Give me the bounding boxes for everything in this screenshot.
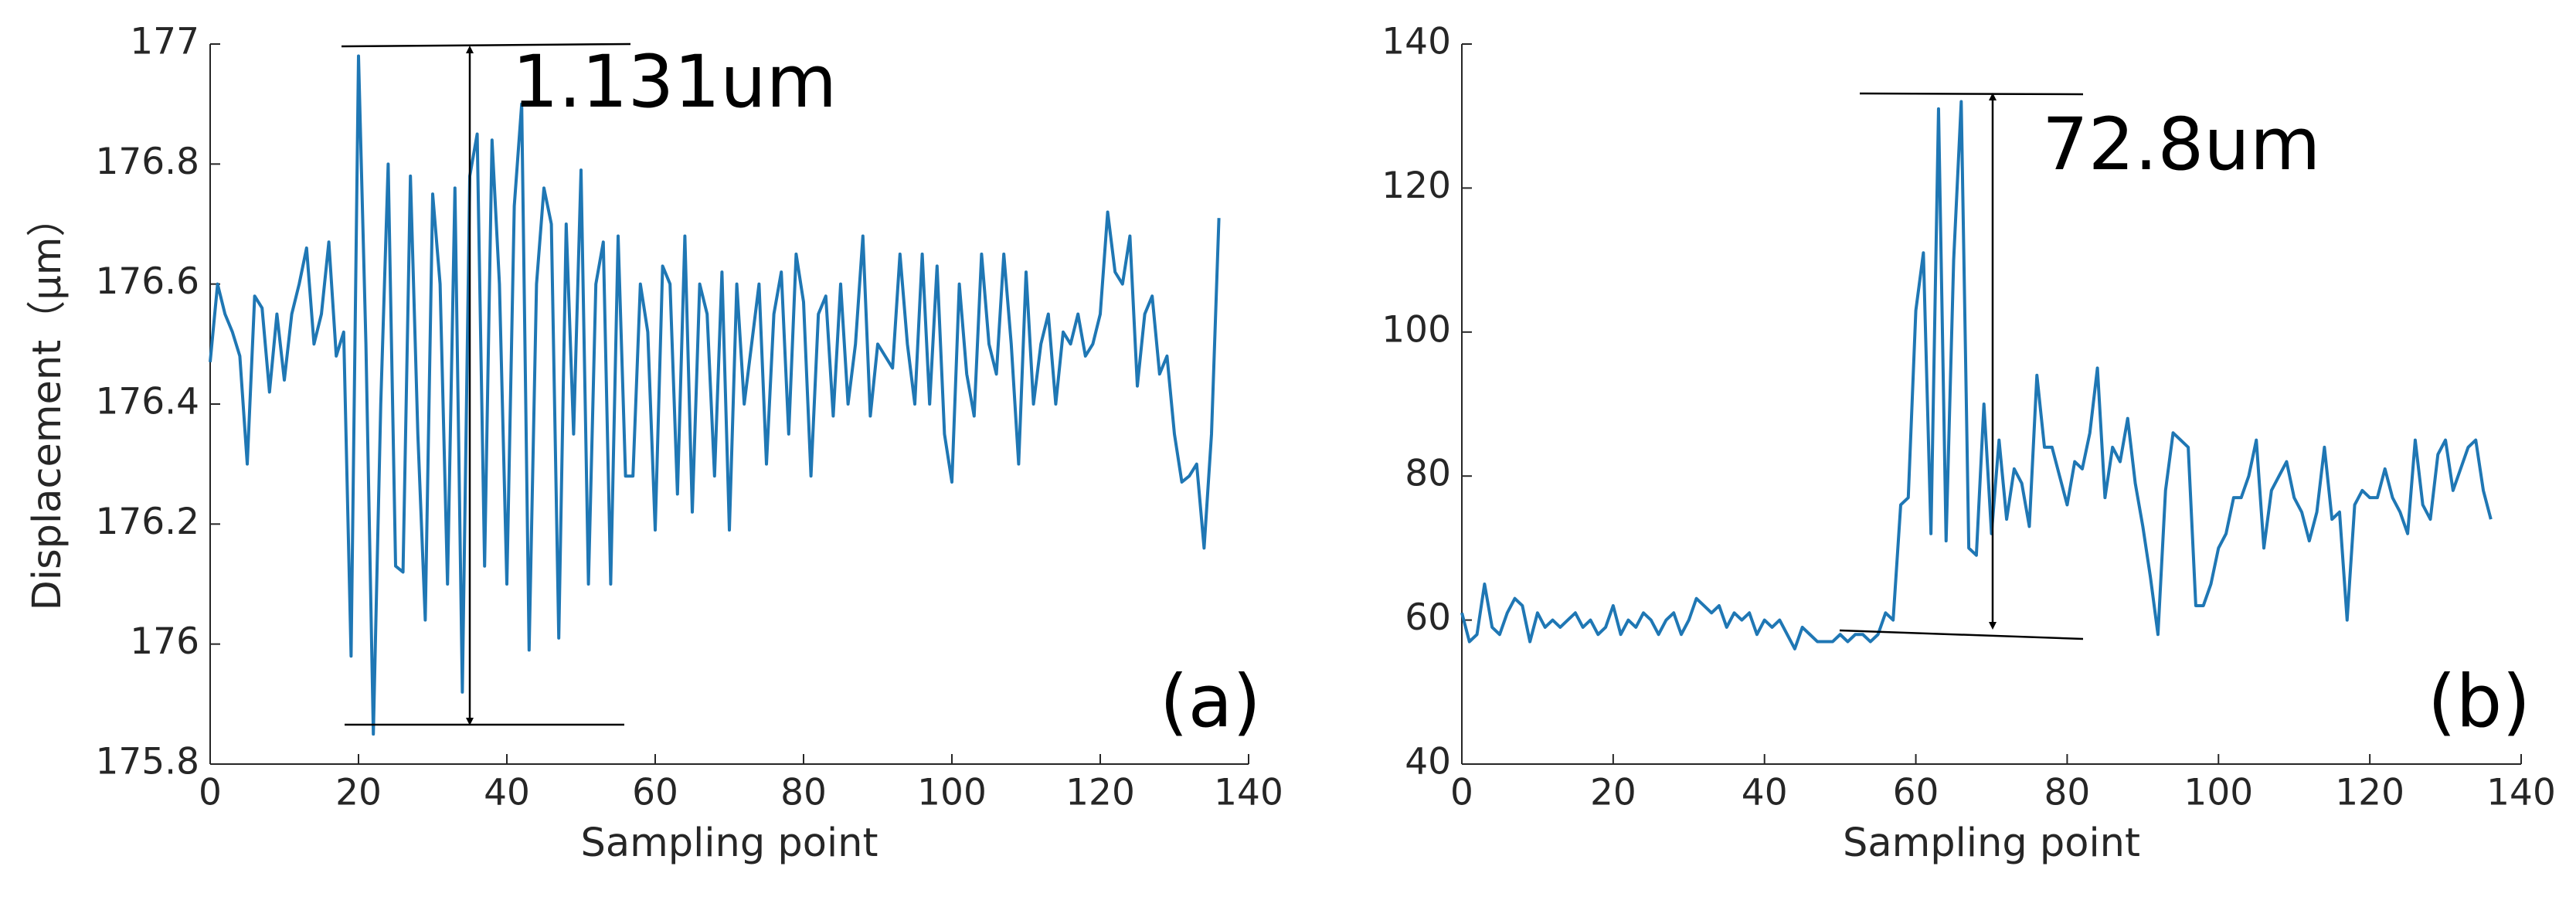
x-tick-label: 100 <box>917 772 987 814</box>
x-tick-label: 60 <box>1893 772 1939 814</box>
x-tick-label: 20 <box>335 772 382 814</box>
measure-line <box>1839 629 2084 640</box>
x-tick-label: 120 <box>1065 772 1135 814</box>
x-tick-label: 140 <box>2486 772 2556 814</box>
y-tick-label: 176.6 <box>95 260 199 303</box>
measure-line <box>341 42 631 48</box>
x-axis-label: Sampling point <box>1843 820 2140 866</box>
measure-line <box>1859 92 2084 96</box>
y-tick-label: 80 <box>1405 453 1451 495</box>
y-tick-label: 176.4 <box>95 381 199 423</box>
y-tick-label: 40 <box>1405 741 1451 783</box>
x-tick-label: 80 <box>780 772 827 814</box>
x-tick-label: 40 <box>484 772 530 814</box>
annotation: 72.8um <box>2042 103 2320 187</box>
panel-label: (b) <box>2428 660 2530 744</box>
y-tick-label: 177 <box>130 21 199 63</box>
measure-a <box>341 42 631 726</box>
x-tick-label: 40 <box>1742 772 1788 814</box>
x-tick-label: 100 <box>2183 772 2253 814</box>
panel-label: (a) <box>1160 660 1261 744</box>
x-tick-label: 80 <box>2044 772 2091 814</box>
y-tick-label: 60 <box>1405 596 1451 639</box>
y-tick-label: 140 <box>1381 21 1451 63</box>
chart: 0 20 40 60 80 100 120 140 175.8 176 176.2 176.4 176.… <box>25 21 1283 867</box>
x-tick-label: 140 <box>1214 772 1283 814</box>
data-line <box>1460 100 2493 651</box>
y-axis-label: Displacement（μm） <box>25 198 70 611</box>
x-tick-label: 20 <box>1590 772 1636 814</box>
chart: 0 20 40 60 80 100 120 140 40 60 80 100 120 140 Samplin… <box>1381 21 2556 867</box>
y-tick-label: 176.8 <box>95 141 199 183</box>
annotation: 1.131um <box>512 40 837 124</box>
y-tick-label: 175.8 <box>95 741 199 783</box>
y-tick-label: 176.2 <box>95 501 199 543</box>
x-axis-label: Sampling point <box>581 820 878 866</box>
y-tick-label: 100 <box>1381 308 1451 351</box>
data-line <box>209 54 1221 736</box>
x-tick-label: 120 <box>2335 772 2404 814</box>
x-tick-label: 60 <box>632 772 678 814</box>
y-tick-label: 176 <box>130 620 199 663</box>
x-tick-label: 0 <box>1450 772 1473 814</box>
y-tick-label: 120 <box>1381 165 1451 207</box>
measure-b <box>1839 92 2084 640</box>
x-tick-label: 0 <box>199 772 222 814</box>
